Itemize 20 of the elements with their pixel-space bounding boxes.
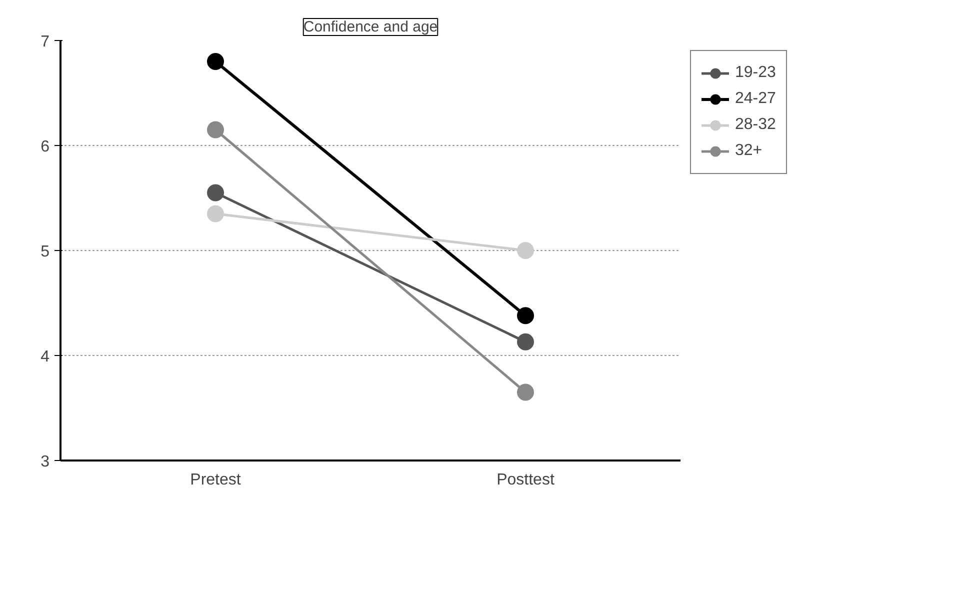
point [207,121,224,138]
legend-label: 32+ [735,142,762,160]
y-tick-label: 7 [40,34,50,50]
y-tick-label: 5 [40,244,50,260]
y-tick-label: 6 [40,138,50,156]
point [517,333,534,350]
x-tick-label: Pretest [190,472,242,488]
point [207,205,224,222]
point [517,384,534,401]
point [207,184,224,202]
legend-label: 19-23 [735,64,776,82]
legend-label: 28-32 [735,116,776,134]
y-tick-label: 3 [40,454,50,470]
x-tick-label: Posttest [496,472,555,488]
point [517,242,534,259]
point [207,53,224,70]
point [517,307,534,324]
legend-label: 24-27 [735,90,776,108]
y-tick-label: 4 [40,348,50,366]
chart-title: Confidence and age [303,18,438,36]
